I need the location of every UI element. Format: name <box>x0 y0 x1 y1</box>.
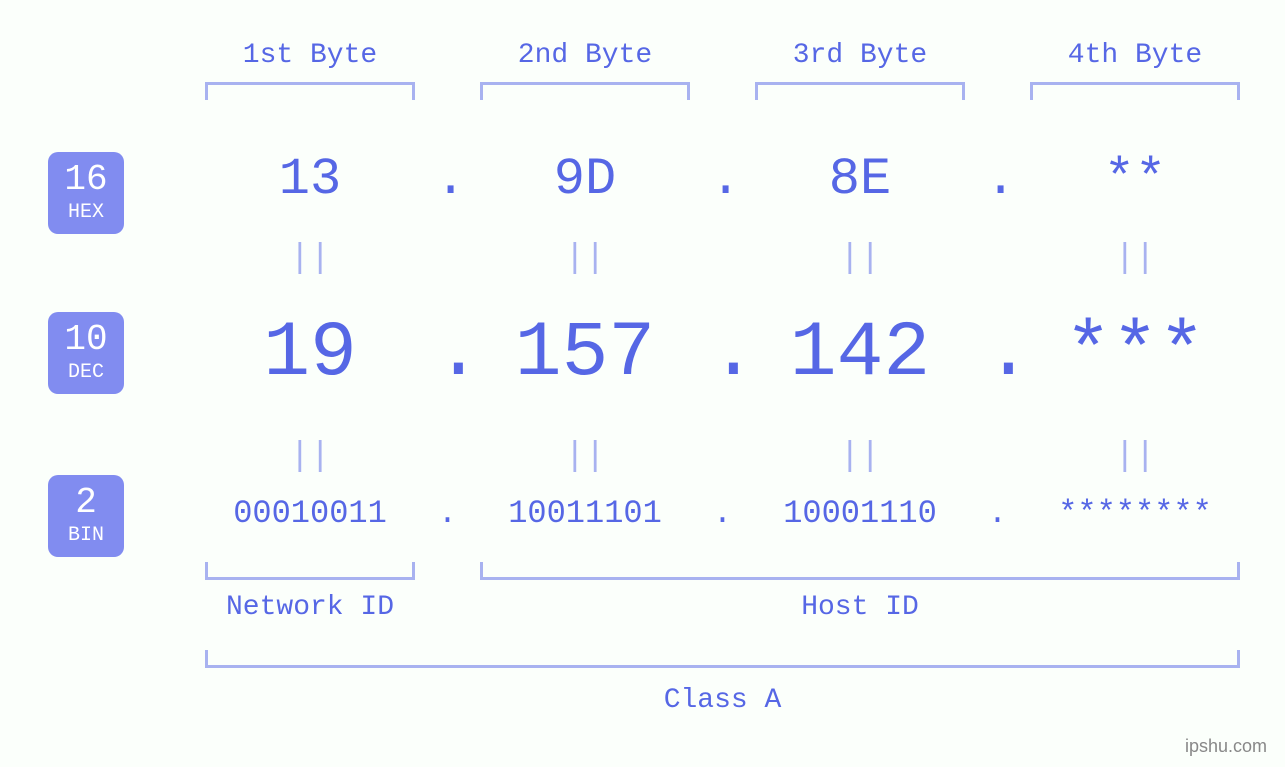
ip-diagram: 1st Byte 2nd Byte 3rd Byte 4th Byte 16 H… <box>0 0 1285 767</box>
eq-2-2: || <box>460 438 710 476</box>
badge-bin-number: 2 <box>48 483 124 523</box>
bin-byte-1: 00010011 <box>185 495 435 532</box>
bracket-byte-4 <box>1030 82 1240 100</box>
bracket-byte-1 <box>205 82 415 100</box>
bracket-class <box>205 650 1240 668</box>
byte-header-2: 2nd Byte <box>460 40 710 71</box>
badge-bin-label: BIN <box>48 525 124 547</box>
row-bin: 00010011 . 10011101 . 10001110 . *******… <box>185 495 1260 532</box>
bracket-host-id <box>480 562 1240 580</box>
badge-bin: 2 BIN <box>48 475 124 557</box>
badge-dec-number: 10 <box>48 320 124 360</box>
hex-dot-1: . <box>435 150 460 209</box>
watermark: ipshu.com <box>1185 736 1267 757</box>
row-dec: 19 . 157 . 142 . *** <box>185 310 1260 398</box>
badge-hex: 16 HEX <box>48 152 124 234</box>
bin-dot-1: . <box>435 495 460 532</box>
bin-dot-2: . <box>710 495 735 532</box>
bracket-network-id <box>205 562 415 580</box>
dec-byte-1: 19 <box>185 310 435 398</box>
dec-dot-3: . <box>985 310 1010 398</box>
label-host-id: Host ID <box>460 592 1260 623</box>
byte-header-1: 1st Byte <box>185 40 435 71</box>
byte-header-3: 3rd Byte <box>735 40 985 71</box>
hex-byte-1: 13 <box>185 150 435 209</box>
badge-hex-number: 16 <box>48 160 124 200</box>
eq-1-1: || <box>185 240 435 278</box>
label-network-id: Network ID <box>185 592 435 623</box>
eq-2-1: || <box>185 438 435 476</box>
hex-byte-4: ** <box>1010 150 1260 209</box>
bracket-byte-3 <box>755 82 965 100</box>
dec-dot-2: . <box>710 310 735 398</box>
bin-dot-3: . <box>985 495 1010 532</box>
eq-1-2: || <box>460 240 710 278</box>
eq-1-3: || <box>735 240 985 278</box>
eq-2-4: || <box>1010 438 1260 476</box>
dec-byte-4: *** <box>1010 310 1260 398</box>
badge-hex-label: HEX <box>48 202 124 224</box>
hex-dot-2: . <box>710 150 735 209</box>
byte-header-4: 4th Byte <box>1010 40 1260 71</box>
eq-1-4: || <box>1010 240 1260 278</box>
hex-dot-3: . <box>985 150 1010 209</box>
label-class: Class A <box>185 685 1260 716</box>
hex-byte-3: 8E <box>735 150 985 209</box>
row-hex: 13 . 9D . 8E . ** <box>185 150 1260 209</box>
bin-byte-2: 10011101 <box>460 495 710 532</box>
badge-dec-label: DEC <box>48 362 124 384</box>
bracket-byte-2 <box>480 82 690 100</box>
eq-2-3: || <box>735 438 985 476</box>
dec-byte-2: 157 <box>460 310 710 398</box>
dec-byte-3: 142 <box>735 310 985 398</box>
dec-dot-1: . <box>435 310 460 398</box>
bin-byte-4: ******** <box>1010 495 1260 532</box>
bin-byte-3: 10001110 <box>735 495 985 532</box>
hex-byte-2: 9D <box>460 150 710 209</box>
badge-dec: 10 DEC <box>48 312 124 394</box>
